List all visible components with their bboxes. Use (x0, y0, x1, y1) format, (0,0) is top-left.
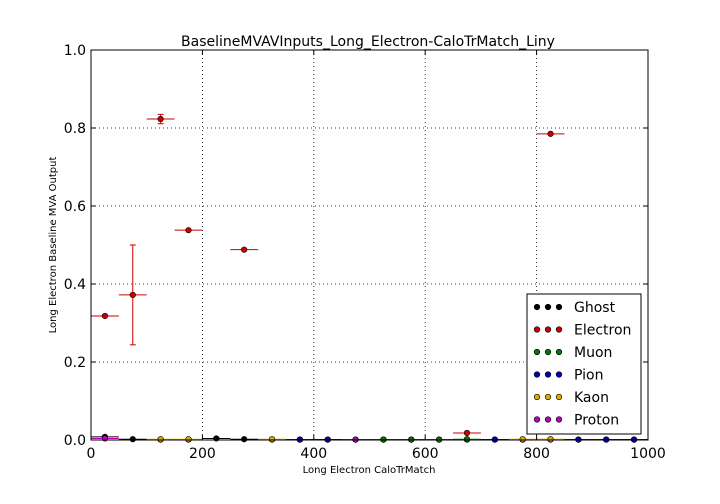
legend-marker (544, 393, 552, 401)
x-tick-label: 800 (523, 446, 550, 462)
data-point (268, 436, 276, 443)
x-tick-label: 0 (87, 446, 96, 462)
legend-marker (533, 416, 541, 423)
data-point (185, 436, 192, 443)
legend-marker (544, 303, 552, 311)
x-tick-label: 1000 (630, 446, 666, 462)
data-point (185, 227, 192, 234)
data-point (547, 130, 554, 137)
legend-box (526, 293, 642, 435)
y-tick-label: 0.8 (64, 121, 86, 137)
x-axis-label: Long Electron CaloTrMatch (303, 465, 436, 476)
y-tick-label: 0.2 (64, 355, 86, 371)
axis-ticks: 0 200 400 600 800 1000 0.0 0.2 0.4 0.6 0.8 1.0 (64, 43, 666, 462)
legend-marker (533, 371, 541, 378)
data-point (129, 291, 136, 299)
data-point (463, 429, 471, 437)
y-tick-label: 0.4 (64, 277, 86, 293)
legend-label: Proton (574, 413, 619, 429)
data-point (547, 436, 554, 443)
legend-marker (544, 416, 552, 423)
y-axis-label: Long Electron Baseline MVA Output (48, 157, 59, 334)
plot-frame (90, 49, 649, 441)
data-point (129, 436, 136, 443)
legend-marker (544, 371, 552, 378)
legend-marker (555, 326, 563, 333)
legend-marker (544, 326, 552, 333)
data-point (241, 246, 248, 253)
chart-title: BaselineMVAVInputs_Long_Electron-CaloTrM… (181, 34, 555, 50)
legend-marker (533, 326, 541, 333)
legend-marker (533, 393, 541, 401)
data-point (157, 436, 164, 443)
x-tick-label: 400 (300, 446, 327, 462)
data-point (101, 312, 109, 320)
legend-marker (555, 371, 563, 378)
legend-marker (533, 348, 541, 356)
legend-marker (555, 348, 563, 356)
x-tick-label: 200 (189, 446, 216, 462)
data-point (157, 115, 164, 123)
legend-marker (555, 393, 563, 401)
legend-label: Ghost (574, 300, 616, 316)
data-point (463, 436, 471, 443)
legend-label: Muon (574, 345, 612, 361)
x-tick-label: 600 (412, 446, 439, 462)
data-point (241, 436, 248, 443)
legend-label: Electron (574, 323, 631, 339)
legend-marker (555, 416, 563, 423)
legend-label: Pion (574, 368, 603, 384)
y-tick-label: 0.6 (64, 199, 86, 215)
legend-label: Kaon (574, 390, 609, 406)
legend-marker (544, 348, 552, 356)
y-tick-label: 1.0 (64, 43, 86, 59)
legend-marker (533, 303, 541, 311)
legend: Ghost Electron Muon Pion Kaon Proton (526, 293, 642, 435)
legend-marker (555, 303, 563, 311)
y-tick-label: 0.0 (64, 433, 86, 449)
data-point (519, 436, 526, 443)
